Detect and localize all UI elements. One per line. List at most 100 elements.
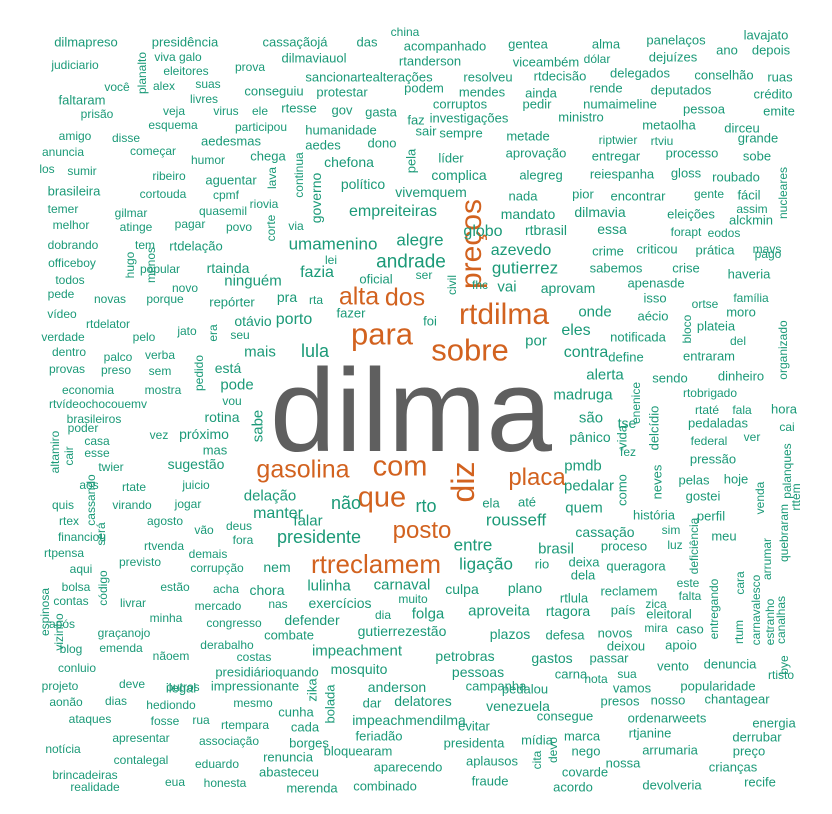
- cloud-word: outros: [166, 680, 200, 694]
- cloud-word: cassando: [84, 474, 98, 526]
- cloud-word: rtempara: [220, 718, 270, 732]
- cloud-word: acha: [212, 582, 240, 596]
- cloud-word: renuncia: [263, 749, 313, 765]
- cloud-word: nucleares: [776, 166, 790, 220]
- cloud-word: empreiteiras: [348, 203, 438, 220]
- cloud-word: melhor: [52, 218, 90, 232]
- cloud-word: zica: [645, 597, 667, 611]
- cloud-word: meu: [711, 528, 737, 544]
- cloud-word: sumir: [67, 164, 97, 178]
- cloud-word: rtanderson: [398, 53, 462, 69]
- cloud-word: eodos: [707, 226, 741, 240]
- cloud-word: novos: [597, 625, 633, 641]
- cloud-word: notícia: [45, 742, 81, 756]
- cloud-word: delatores: [394, 693, 452, 709]
- cloud-word: rousseff: [485, 510, 547, 530]
- cloud-word: fora: [232, 533, 254, 547]
- cloud-word: rtisto: [767, 668, 795, 682]
- cloud-word: disse: [111, 131, 141, 145]
- cloud-word: aprovação: [505, 145, 567, 161]
- cloud-word: essa: [597, 221, 627, 237]
- cloud-word: hora: [770, 401, 798, 417]
- cloud-word: acompanhado: [403, 38, 487, 54]
- cloud-word: dobrando: [47, 238, 99, 252]
- cloud-word: participou: [234, 120, 288, 134]
- cloud-word: viva galo: [154, 50, 202, 64]
- cloud-word: forapt: [670, 225, 702, 239]
- cloud-word: livrar: [120, 596, 146, 610]
- cloud-word: pmdb: [564, 457, 602, 475]
- cloud-word: neves: [649, 464, 665, 500]
- cloud-word: rio: [534, 556, 550, 572]
- cloud-word: protestar: [316, 84, 368, 100]
- cloud-word: após: [48, 617, 76, 631]
- cloud-word: rtesse: [281, 100, 317, 116]
- cloud-word: luz: [667, 538, 683, 552]
- cloud-word: mercado: [194, 599, 242, 613]
- cloud-word: emenda: [99, 641, 143, 655]
- cloud-word: sendo: [652, 370, 688, 386]
- cloud-word: aproveita: [468, 602, 530, 620]
- cloud-word: conseguiu: [244, 83, 304, 99]
- cloud-word: projeto: [41, 679, 79, 693]
- cloud-word: mais: [244, 343, 276, 361]
- cloud-word: fala: [732, 403, 752, 417]
- cloud-word: das: [356, 34, 378, 50]
- cloud-word: combinado: [353, 778, 417, 794]
- cloud-word: pessoa: [683, 101, 725, 117]
- cloud-word: provas: [48, 362, 86, 376]
- cloud-word: assim: [736, 202, 768, 216]
- cloud-word: presos: [600, 693, 640, 709]
- cloud-word: pagar: [174, 217, 206, 231]
- cloud-word: consegue: [536, 708, 594, 724]
- cloud-word: congresso: [206, 616, 262, 630]
- cloud-word: deficiência: [687, 517, 701, 575]
- cloud-word: derrubar: [732, 729, 782, 745]
- cloud-word: pessoas: [451, 664, 505, 680]
- cloud-word: dar: [362, 695, 382, 711]
- cloud-word: vai: [497, 278, 517, 296]
- cloud-word: riptwier: [598, 133, 638, 147]
- cloud-word: rttem: [789, 483, 803, 511]
- cloud-word: previsto: [118, 555, 162, 569]
- cloud-word: costas: [236, 650, 272, 664]
- cloud-word: carna: [554, 666, 588, 682]
- cloud-word: panelaços: [646, 32, 706, 48]
- cloud-word: culpa: [445, 581, 479, 597]
- cloud-word: preço: [732, 743, 766, 759]
- cloud-word: que: [357, 481, 407, 514]
- cloud-word: por: [525, 332, 547, 350]
- cloud-word: virando: [112, 498, 152, 512]
- cloud-word: apenasde: [627, 275, 685, 291]
- cloud-word: planalto: [135, 51, 149, 95]
- cloud-word: apresentar: [112, 731, 170, 745]
- cloud-word: denuncia: [703, 656, 757, 672]
- cloud-word: alma: [591, 36, 621, 52]
- cloud-word: chefona: [324, 154, 374, 170]
- cloud-word: poder: [67, 421, 99, 435]
- cloud-word: hediondo: [146, 698, 196, 712]
- cloud-word: alckmin: [728, 212, 774, 228]
- cloud-word: bloco: [680, 314, 694, 344]
- cloud-word: esquema: [148, 118, 198, 132]
- cloud-word: nada: [508, 188, 538, 204]
- cloud-word: defesa: [545, 627, 585, 643]
- cloud-word: acordo: [553, 779, 593, 795]
- cloud-word: porque: [146, 292, 184, 306]
- cloud-word: alex: [152, 79, 176, 93]
- cloud-word: povo: [225, 220, 253, 234]
- cloud-word: governo: [308, 172, 324, 224]
- cloud-word: história: [633, 507, 675, 523]
- cloud-word: via: [288, 219, 304, 233]
- cloud-word: oficial: [359, 271, 393, 287]
- cloud-word: família: [733, 291, 769, 305]
- cloud-word: merenda: [286, 780, 338, 796]
- cloud-word: pânico: [569, 429, 611, 445]
- cloud-word: vez: [149, 428, 169, 442]
- cloud-word: vida: [614, 425, 630, 449]
- cloud-word: vizinho: [52, 613, 66, 651]
- cloud-word: deve: [118, 677, 146, 691]
- cloud-word: conselhão: [694, 67, 754, 83]
- cloud-word: rta: [308, 293, 324, 307]
- cloud-word: falta: [678, 589, 702, 603]
